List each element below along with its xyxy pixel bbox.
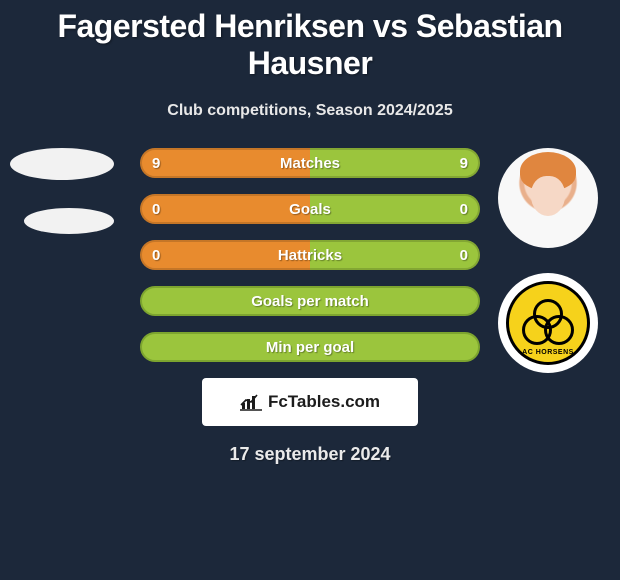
- avatar: [498, 148, 598, 248]
- stat-value-left: 9: [152, 155, 160, 172]
- stat-label: Goals per match: [251, 293, 369, 310]
- brand-label: FcTables.com: [268, 392, 380, 412]
- stat-value-left: 0: [152, 201, 160, 218]
- placeholder-ellipse: [10, 148, 114, 180]
- stat-label: Goals: [289, 201, 331, 218]
- stat-row-goals: 0 Goals 0: [140, 194, 480, 224]
- stat-value-right: 0: [460, 247, 468, 264]
- player-left-club-logo: [10, 208, 114, 234]
- bar-chart-icon: [240, 393, 262, 411]
- brand-box: FcTables.com: [202, 378, 418, 426]
- page-title: Fagersted Henriksen vs Sebastian Hausner: [0, 0, 620, 82]
- stat-row-min-per-goal: Min per goal: [140, 332, 480, 362]
- date-label: 17 september 2024: [0, 444, 620, 465]
- comparison-content: AC HORSENS 9 Matches 9 0 Goals 0 0 Hattr…: [0, 148, 620, 465]
- stat-value-right: 9: [460, 155, 468, 172]
- club-badge-rings-icon: [522, 303, 574, 343]
- stat-value-left: 0: [152, 247, 160, 264]
- player-left-photo: [10, 148, 114, 180]
- stat-label: Min per goal: [266, 339, 354, 356]
- placeholder-ellipse: [24, 208, 114, 234]
- stat-row-hattricks: 0 Hattricks 0: [140, 240, 480, 270]
- player-right-photo: [498, 148, 598, 248]
- club-badge: AC HORSENS: [498, 273, 598, 373]
- stat-row-goals-per-match: Goals per match: [140, 286, 480, 316]
- stat-rows: 9 Matches 9 0 Goals 0 0 Hattricks 0 Goal…: [140, 148, 480, 362]
- stat-label: Matches: [280, 155, 340, 172]
- subtitle: Club competitions, Season 2024/2025: [0, 102, 620, 120]
- player-right-club-logo: AC HORSENS: [498, 273, 598, 373]
- stat-label: Hattricks: [278, 247, 342, 264]
- club-badge-label: AC HORSENS: [509, 349, 587, 356]
- stat-value-right: 0: [460, 201, 468, 218]
- stat-row-matches: 9 Matches 9: [140, 148, 480, 178]
